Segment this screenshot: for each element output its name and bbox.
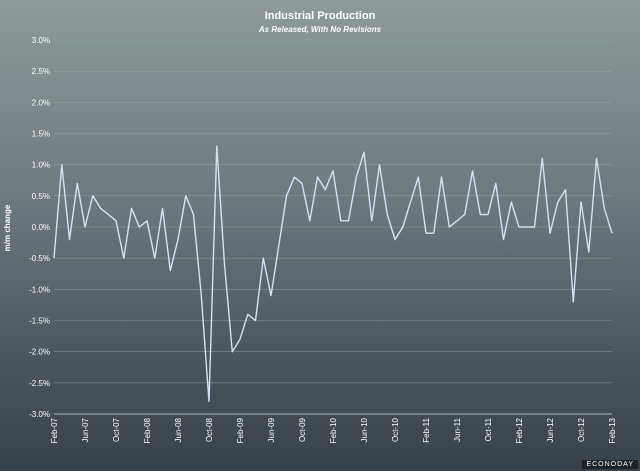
- x-tick-label: Oct-10: [391, 417, 400, 442]
- econoday-logo: ECONODAY: [582, 460, 638, 469]
- y-tick-label: -2.5%: [29, 379, 50, 388]
- y-tick-label: 1.5%: [32, 130, 50, 139]
- x-tick-label: Feb-10: [329, 417, 338, 443]
- series-line: [53, 145, 613, 403]
- chart-title: Industrial Production: [265, 10, 376, 22]
- y-tick-label: 2.0%: [32, 98, 50, 107]
- x-tick-label: Oct-09: [298, 417, 307, 442]
- x-tick-labels: Feb-07 Jun-07 Oct-07 Feb-08 Jun-08 Oct-08 Feb-…: [50, 417, 617, 443]
- y-tick-label: -3.0%: [29, 410, 50, 419]
- x-tick-label: Jun-10: [360, 417, 369, 442]
- y-tick-labels: 3.0% 2.5% 2.0% 1.5% 1.0% 0.5% 0.0% -0.5% -1.0% -1…: [29, 36, 50, 419]
- y-tick-label: -0.5%: [29, 254, 50, 263]
- y-tick-label: -1.5%: [29, 317, 50, 326]
- x-tick-label: Oct-08: [205, 417, 214, 442]
- x-tick-label: Jun-12: [546, 417, 555, 442]
- x-tick-label: Jun-07: [81, 417, 90, 442]
- x-tick-label: Feb-09: [236, 417, 245, 443]
- x-tick-label: Feb-12: [515, 417, 524, 443]
- x-tick-label: Feb-13: [608, 417, 617, 443]
- y-axis-label: m/m change: [3, 204, 12, 251]
- x-tick-label: Jun-08: [174, 417, 183, 442]
- y-tick-label: 1.0%: [32, 161, 50, 170]
- y-tick-label: 3.0%: [32, 36, 50, 45]
- x-tick-label: Feb-07: [50, 417, 59, 443]
- y-tick-label: 2.5%: [32, 67, 50, 76]
- y-tick-label: 0.5%: [32, 192, 50, 201]
- y-tick-label: -2.0%: [29, 348, 50, 357]
- series-group: [53, 145, 613, 403]
- x-tick-label: Oct-07: [112, 417, 121, 442]
- x-tick-label: Oct-12: [577, 417, 586, 442]
- x-tick-label: Jun-11: [453, 417, 462, 441]
- x-tick-label: Feb-11: [422, 417, 431, 442]
- x-tick-label: Jun-09: [267, 417, 276, 442]
- gridlines: [54, 39, 612, 415]
- y-tick-label: -1.0%: [29, 285, 50, 294]
- y-tick-label: 0.0%: [32, 223, 50, 232]
- chart-subtitle: As Released, With No Revisions: [258, 25, 382, 34]
- x-tick-label: Oct-11: [484, 417, 493, 441]
- x-tick-label: Feb-08: [143, 417, 152, 443]
